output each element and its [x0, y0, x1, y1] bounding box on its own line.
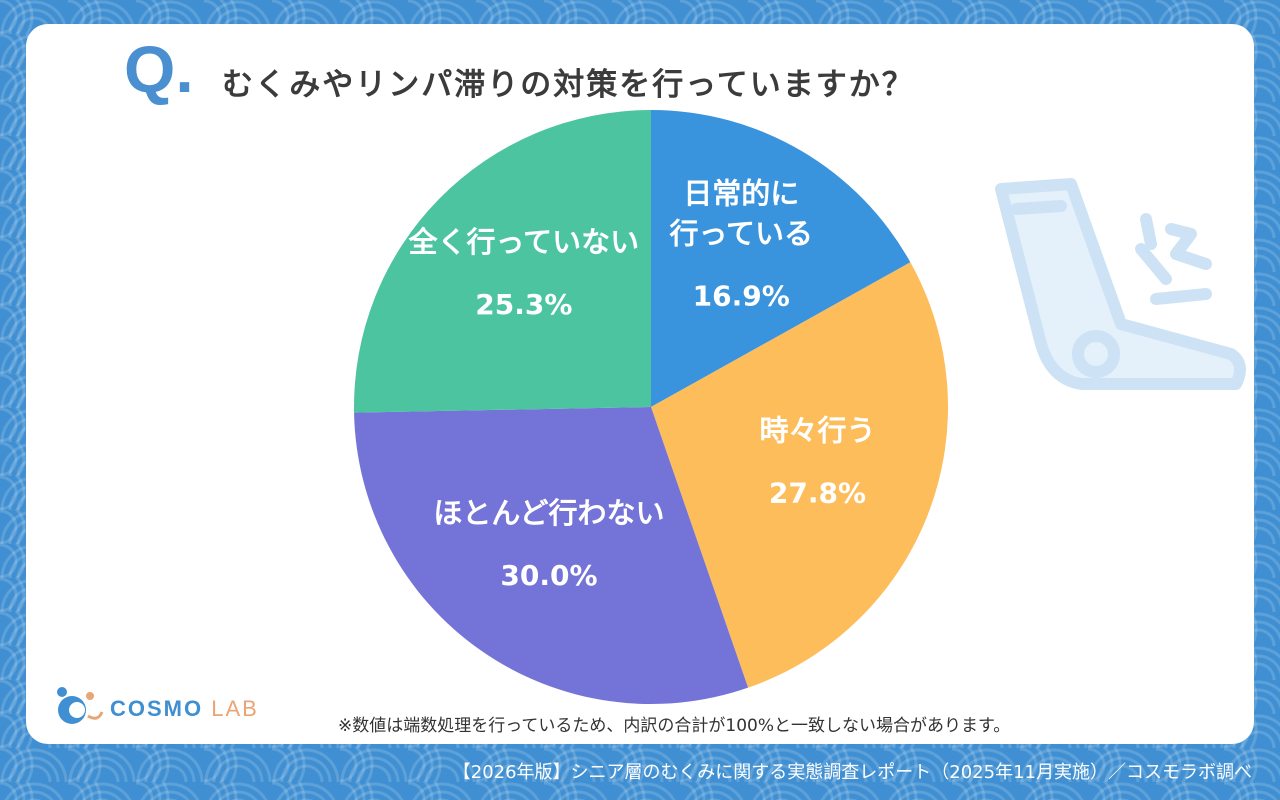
question-title: むくみやリンパ滞りの対策を行っていますか？ — [222, 67, 915, 103]
slice-value-1: 27.8% — [769, 477, 866, 510]
pie-slice-1 — [651, 262, 948, 688]
slice-value-3: 25.3% — [475, 288, 572, 321]
logo-sub-text: LAB — [211, 696, 259, 721]
slice-value-2: 30.0% — [500, 559, 597, 592]
pie-slice-2 — [354, 407, 749, 704]
swollen-foot-icon — [995, 178, 1246, 390]
logo-main-text: COSMO — [110, 696, 204, 721]
pie-slice-3 — [354, 110, 651, 413]
cosmo-lab-logo: COSMO LAB — [50, 684, 257, 734]
slice-value-0: 16.9% — [693, 279, 790, 312]
logo-wordmark: COSMO LAB — [110, 696, 259, 722]
slice-label-1-0: 時々行う — [759, 414, 875, 448]
cosmo-lab-mark-icon — [57, 687, 104, 724]
survey-footer: 【2026年版】シニア層のむくみに関する実態調査レポート（2025年11月実施）… — [452, 762, 1252, 783]
pie-slice-0 — [651, 110, 911, 407]
question-mark: Q. — [124, 32, 194, 106]
slice-label-2-0: ほとんど行わない — [433, 496, 664, 530]
slice-label-0-1: 行っている — [668, 216, 813, 250]
slice-label-3-0: 全く行っていない — [408, 225, 640, 259]
rounding-note: ※数値は端数処理を行っているため、内訳の合計が100%と一致しない場合があります… — [338, 716, 1011, 736]
slice-label-0-0: 日常的に — [683, 176, 799, 210]
